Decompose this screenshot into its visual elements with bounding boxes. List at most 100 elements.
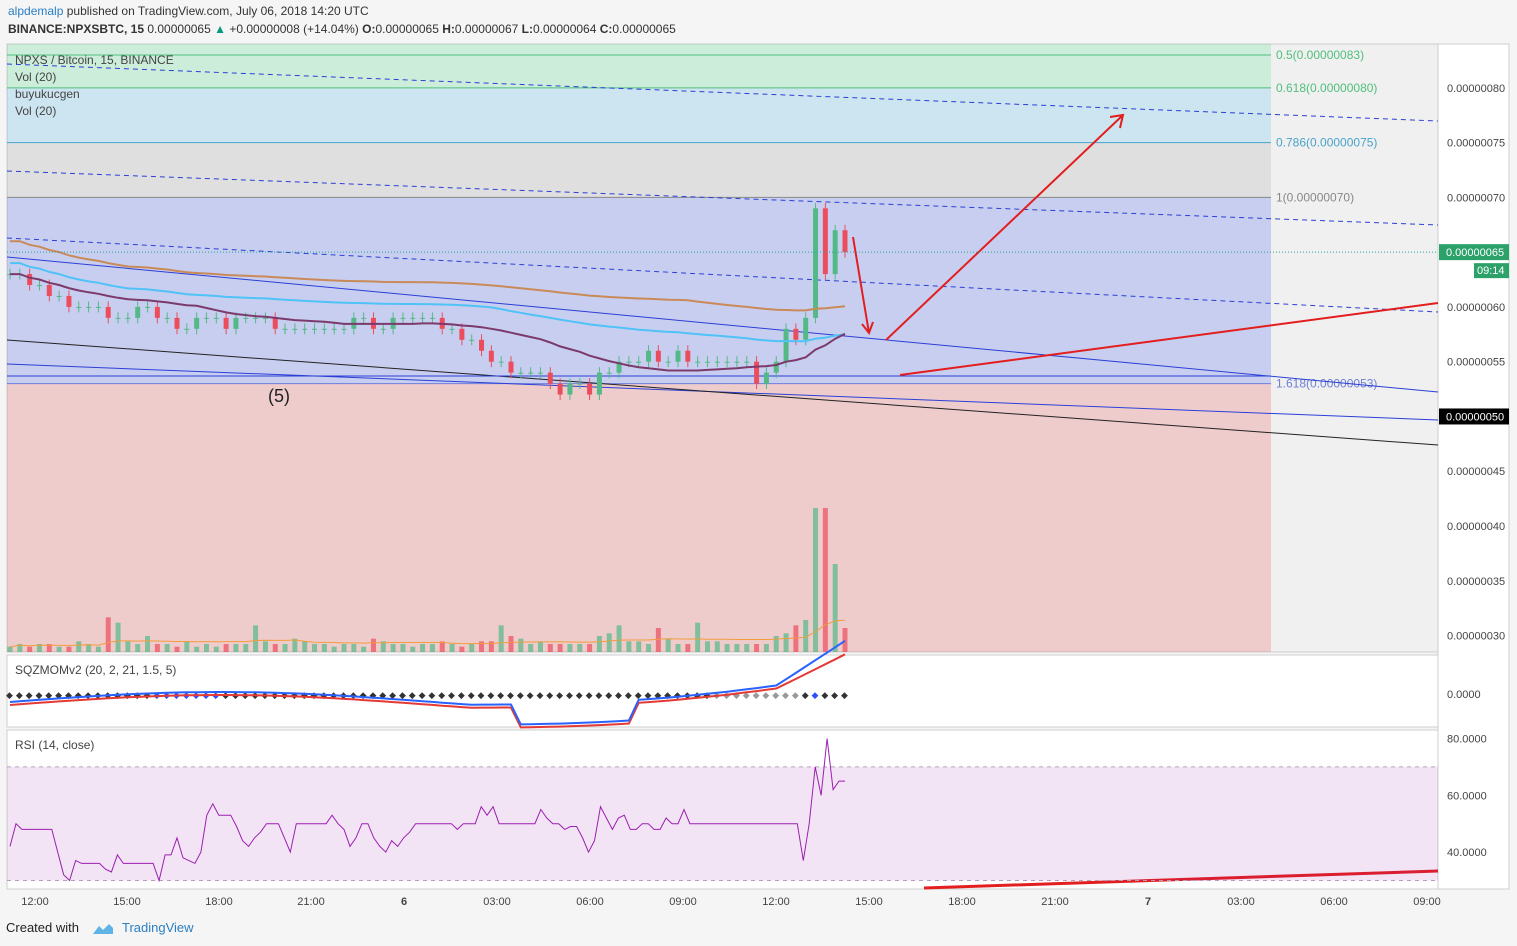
sqz-dot: ◆ xyxy=(576,691,583,701)
red-rsi-trend-line xyxy=(923,869,1439,890)
volume-bar xyxy=(488,641,494,652)
sqz-dot: ◆ xyxy=(527,691,534,701)
time-tick-label: 09:00 xyxy=(669,896,697,908)
volume-bar xyxy=(36,644,42,652)
volume-bar xyxy=(174,646,180,652)
candle-body xyxy=(498,361,504,363)
candle-body xyxy=(459,328,465,340)
channel-dashed-line xyxy=(6,63,1439,122)
volume-bar xyxy=(253,625,259,652)
fib-zone xyxy=(7,87,1271,143)
fib-level-label: 0.5(0.00000083) xyxy=(1276,48,1364,62)
candle-body xyxy=(27,274,33,286)
open-value: 0.00000065 xyxy=(375,22,439,36)
sqz-dot: ◆ xyxy=(468,691,475,701)
volume-bar xyxy=(655,628,661,652)
candle-body xyxy=(655,350,661,362)
volume-bar xyxy=(410,646,416,652)
current-price-tag xyxy=(1439,244,1509,261)
candle-body xyxy=(469,339,475,341)
sqz-dot: ◆ xyxy=(605,691,612,701)
price-tick-label: 0.00000040 xyxy=(1447,521,1505,533)
footer-created: Created with xyxy=(6,920,79,935)
high-label: H: xyxy=(442,22,455,36)
volume-bar xyxy=(587,644,593,652)
channel-dashed-line xyxy=(6,170,1439,226)
sqz-dot: ◆ xyxy=(16,691,23,701)
candle-body xyxy=(528,372,534,374)
volume-bar xyxy=(370,638,376,652)
price-tick-label: 0.00000070 xyxy=(1447,192,1505,204)
volume-bar xyxy=(292,638,298,652)
legend-title[interactable]: NPXS / Bitcoin, 15, BINANCE xyxy=(15,53,174,67)
rsi-tick-label: 40.0000 xyxy=(1447,847,1487,859)
sqz-dot: ◆ xyxy=(792,691,799,701)
candle-body xyxy=(557,383,563,395)
sqz-dot: ◆ xyxy=(615,691,622,701)
candle-body xyxy=(803,317,809,340)
time-tick-label: 15:00 xyxy=(113,896,141,908)
sqz-dot: ◆ xyxy=(586,691,593,701)
last-price: 0.00000065 xyxy=(147,22,211,36)
candle-body xyxy=(567,383,573,395)
fib-zone xyxy=(7,197,1271,384)
candle-body xyxy=(577,383,583,385)
sqz-dot: ◆ xyxy=(75,691,82,701)
volume-bar xyxy=(164,644,170,652)
high-value: 0.00000067 xyxy=(454,22,519,36)
volume-bar xyxy=(400,644,406,652)
sqz-dot: ◆ xyxy=(517,691,524,701)
candle-body xyxy=(763,372,769,384)
time-tick-label: 12:00 xyxy=(762,896,790,908)
sqz-legend[interactable]: SQZMOMv2 (20, 2, 21, 1.5, 5) xyxy=(15,663,177,677)
ma-cyan-line xyxy=(10,262,846,343)
candle-body xyxy=(115,317,121,319)
rsi-legend[interactable]: RSI (14, close) xyxy=(15,738,95,752)
volume-bar xyxy=(135,644,141,652)
time-tick-label: 21:00 xyxy=(297,896,325,908)
sqz-tick-label: 0.0000 xyxy=(1447,689,1481,701)
legend-item[interactable]: buyukucgen xyxy=(15,87,80,101)
time-tick-label: 09:00 xyxy=(1413,896,1441,908)
candle-body xyxy=(302,328,308,330)
red-down-arrow xyxy=(852,236,874,336)
candle-body xyxy=(282,328,288,330)
volume-bar xyxy=(636,641,642,652)
volume-bar xyxy=(675,644,681,652)
candle-body xyxy=(243,317,249,319)
candle-body xyxy=(380,328,386,330)
volume-bar xyxy=(95,646,101,652)
low-value: 0.00000064 xyxy=(533,22,597,36)
candle-body xyxy=(537,372,543,374)
volume-bar xyxy=(469,644,475,652)
candle-body xyxy=(714,361,720,363)
volume-bar xyxy=(361,646,367,652)
sqz-dot: ◆ xyxy=(6,691,13,701)
candle-body xyxy=(606,372,612,374)
candle-body xyxy=(479,339,485,351)
time-tick-label: 18:00 xyxy=(205,896,233,908)
legend-item[interactable]: Vol (20) xyxy=(15,70,57,84)
volume-bar xyxy=(822,508,828,652)
sqz-dot: ◆ xyxy=(743,691,750,701)
footer-brand[interactable]: TradingView xyxy=(122,920,194,935)
rsi-pane xyxy=(6,729,1439,890)
candle-body xyxy=(194,317,200,329)
volume-bar xyxy=(557,644,563,652)
legend-item[interactable]: Vol (20) xyxy=(15,104,57,118)
highlight-price-label: 0.00000050 xyxy=(1446,411,1504,423)
volume-bar xyxy=(754,644,760,652)
candle-body xyxy=(813,208,819,318)
volume-bar xyxy=(105,617,111,652)
volume-bar xyxy=(626,641,632,652)
author-name[interactable]: alpdemalp xyxy=(8,4,64,18)
volume-bar xyxy=(479,641,485,652)
volume-bar xyxy=(282,644,288,652)
candle-body xyxy=(675,350,681,362)
fib-zone xyxy=(7,44,1271,88)
sqz-dot: ◆ xyxy=(595,691,602,701)
candle-body xyxy=(420,317,426,319)
candle-body xyxy=(626,361,632,363)
candle-body xyxy=(596,372,602,395)
